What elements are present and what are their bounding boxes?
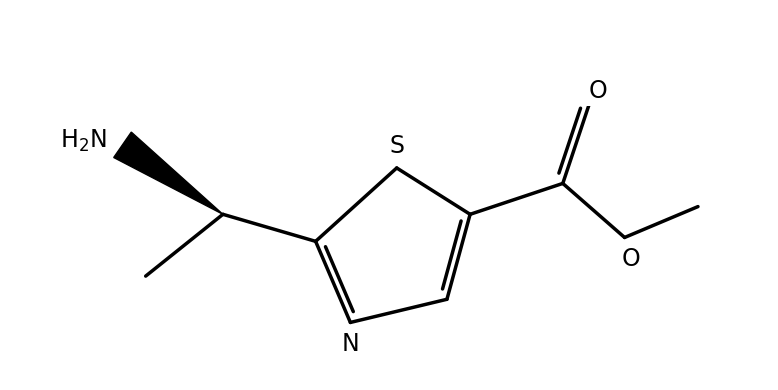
Text: N: N (342, 332, 359, 356)
Text: S: S (389, 134, 405, 158)
Text: H$_2$N: H$_2$N (61, 128, 107, 154)
Text: O: O (588, 79, 607, 103)
Polygon shape (114, 132, 223, 214)
Text: O: O (622, 247, 640, 271)
